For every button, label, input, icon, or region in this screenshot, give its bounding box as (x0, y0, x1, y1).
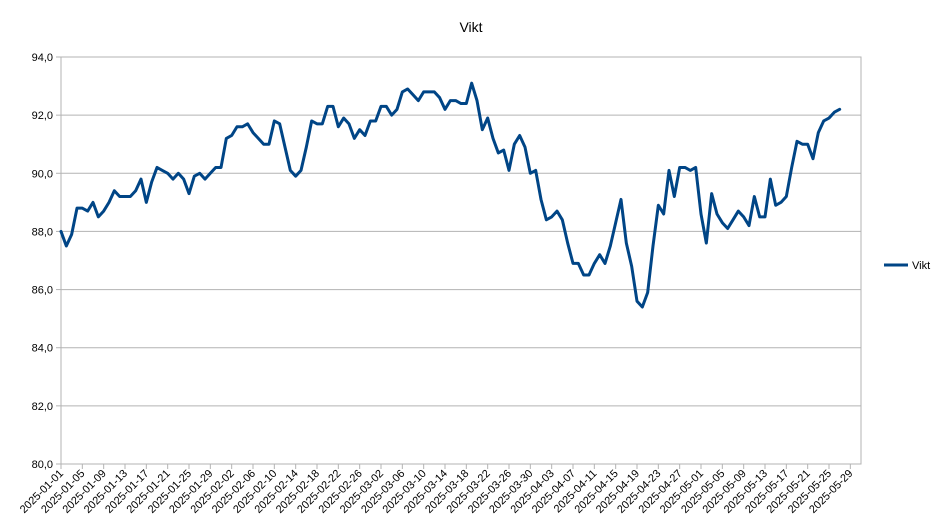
series-line-vikt (59, 81, 842, 309)
y-tick-label: 86,0 (32, 285, 53, 297)
y-tick-label: 84,0 (32, 343, 53, 355)
x-axis-ticks: 2025-01-012025-01-052025-01-092025-01-13… (18, 464, 855, 516)
y-tick-label: 90,0 (32, 168, 53, 180)
y-tick-label: 94,0 (32, 52, 53, 64)
legend: Vikt (884, 260, 930, 272)
legend-label-vikt: Vikt (912, 260, 930, 272)
y-tick-label: 82,0 (32, 401, 53, 413)
y-tick-label: 88,0 (32, 226, 53, 238)
y-tick-label: 92,0 (32, 110, 53, 122)
y-tick-label: 80,0 (32, 459, 53, 471)
chart-title: Vikt (459, 19, 482, 35)
y-axis-ticks: 80,0 82,0 84,0 86,0 88,0 90,0 92,0 94,0 (32, 52, 61, 471)
series-layer (59, 81, 842, 309)
grid-lines (61, 56, 861, 465)
plot-area (60, 56, 862, 465)
